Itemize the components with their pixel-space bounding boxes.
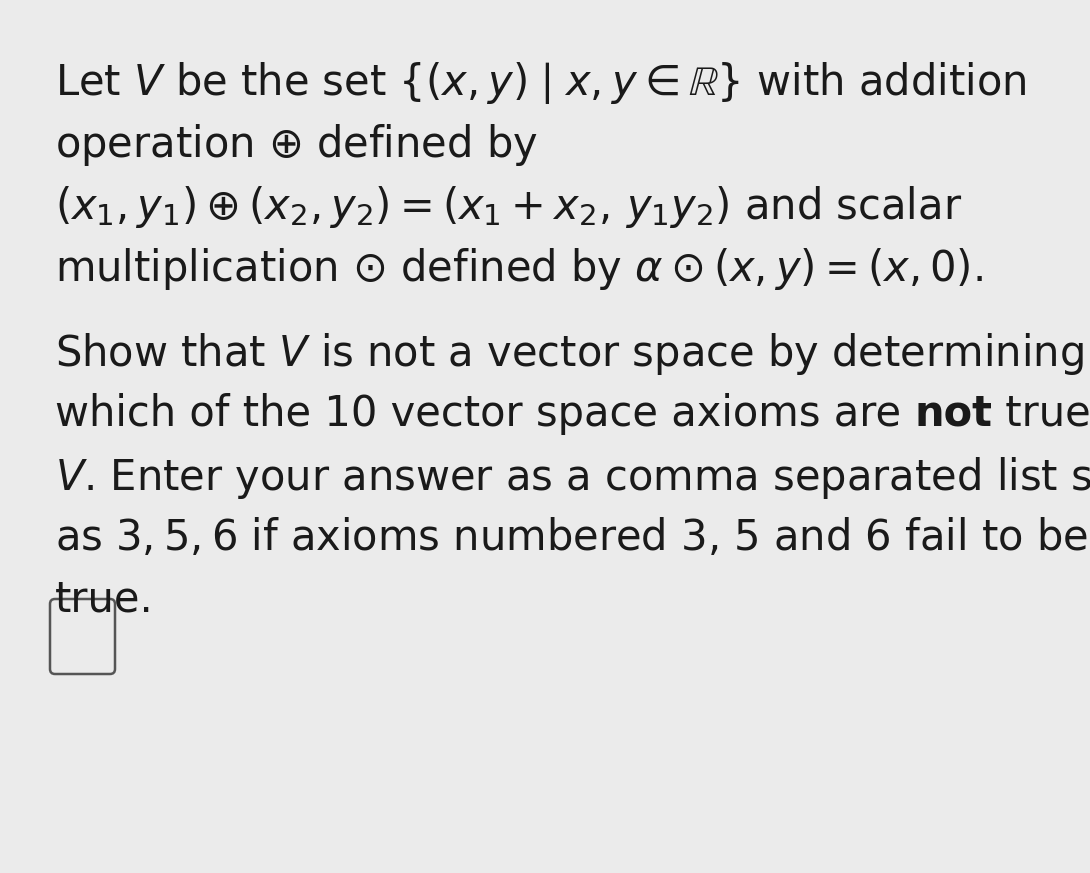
Text: Let $V$ be the set $\{(x, y) \mid x, y \in \mathbb{R}\}$ with addition: Let $V$ be the set $\{(x, y) \mid x, y \…: [54, 60, 1027, 106]
Text: not: not: [915, 393, 992, 435]
FancyBboxPatch shape: [50, 599, 116, 674]
Text: $V$. Enter your answer as a comma separated list such: $V$. Enter your answer as a comma separa…: [54, 455, 1090, 501]
Text: multiplication $\odot$ defined by $\alpha \odot (x, y) = (x, 0).$: multiplication $\odot$ defined by $\alph…: [54, 246, 983, 292]
Text: true.: true.: [54, 579, 154, 621]
Text: as $3, 5, 6$ if axioms numbered 3, 5 and 6 fail to be: as $3, 5, 6$ if axioms numbered 3, 5 and…: [54, 517, 1088, 559]
Text: operation $\oplus$ defined by: operation $\oplus$ defined by: [54, 122, 537, 168]
Text: Show that $V$ is not a vector space by determining: Show that $V$ is not a vector space by d…: [54, 331, 1083, 377]
Text: $(x_1, y_1) \oplus (x_2, y_2) = (x_1 + x_2,\, y_1 y_2)$ and scalar: $(x_1, y_1) \oplus (x_2, y_2) = (x_1 + x…: [54, 184, 962, 230]
Text: which of the 10 vector space axioms are: which of the 10 vector space axioms are: [54, 393, 915, 435]
Text: true for: true for: [992, 393, 1090, 435]
